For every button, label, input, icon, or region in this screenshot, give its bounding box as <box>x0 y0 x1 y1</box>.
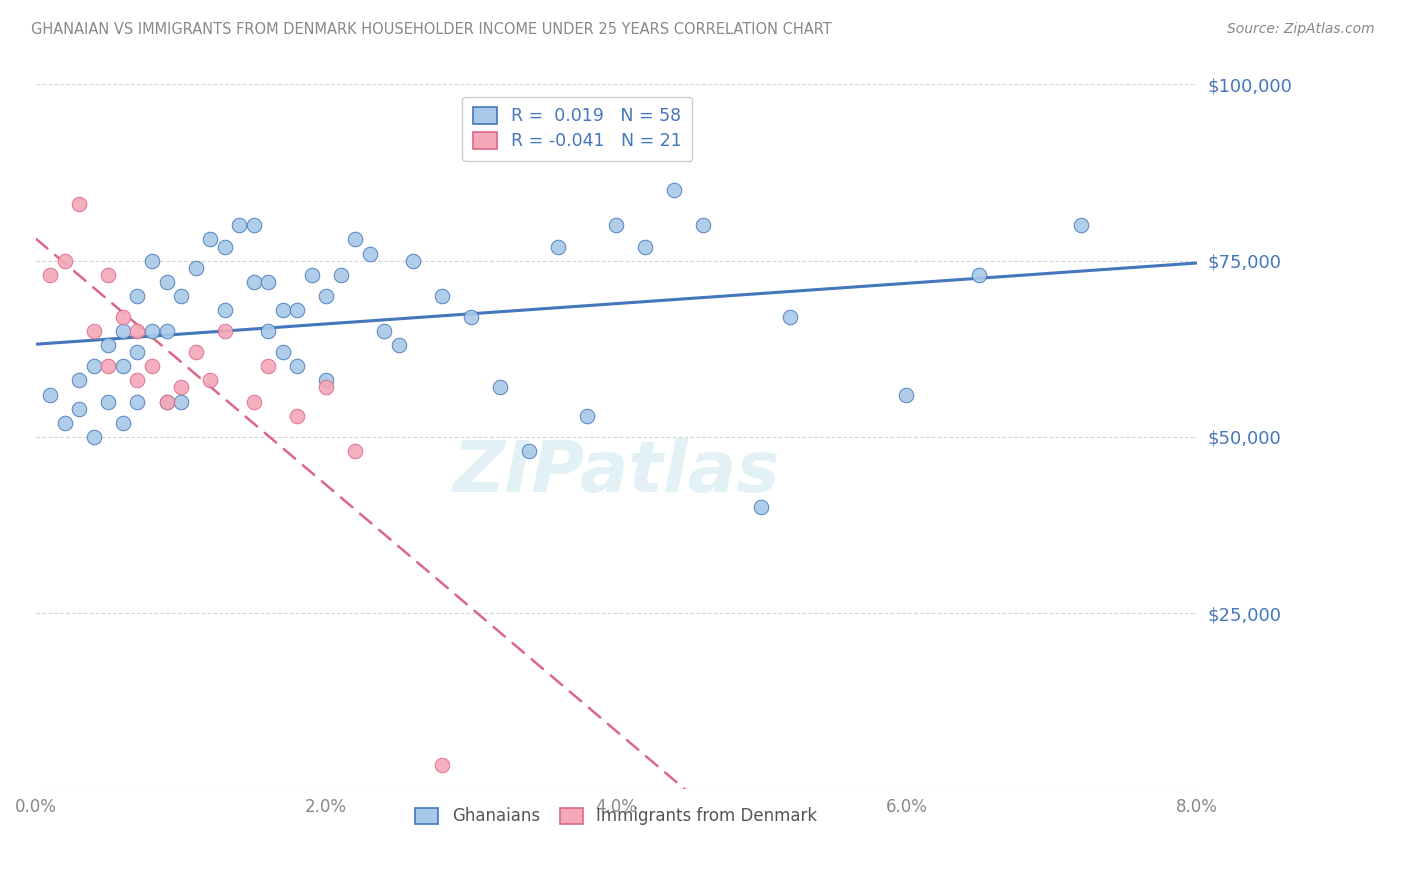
Point <box>53 416 76 430</box>
Point <box>141 359 163 374</box>
Point <box>257 324 280 338</box>
Point <box>315 380 337 394</box>
Point <box>779 310 801 324</box>
Point <box>83 359 105 374</box>
Point <box>184 345 207 359</box>
Point <box>271 345 294 359</box>
Point <box>242 219 264 233</box>
Point <box>155 275 177 289</box>
Point <box>634 239 657 253</box>
Point <box>97 394 120 409</box>
Point <box>285 302 308 317</box>
Point <box>69 197 91 211</box>
Point <box>198 374 221 388</box>
Point <box>39 268 62 282</box>
Point <box>127 345 149 359</box>
Point <box>97 359 120 374</box>
Point <box>97 268 120 282</box>
Point <box>460 310 482 324</box>
Point <box>228 219 250 233</box>
Point <box>111 324 134 338</box>
Point <box>373 324 395 338</box>
Point <box>39 387 62 401</box>
Point <box>141 253 163 268</box>
Point <box>430 757 453 772</box>
Point <box>664 183 686 197</box>
Point <box>388 338 411 352</box>
Point <box>329 268 352 282</box>
Point <box>69 374 91 388</box>
Point <box>155 394 177 409</box>
Point <box>184 260 207 275</box>
Point <box>170 289 193 303</box>
Point <box>83 430 105 444</box>
Point <box>97 338 120 352</box>
Point <box>214 239 236 253</box>
Point <box>605 219 627 233</box>
Point <box>83 324 105 338</box>
Point <box>214 302 236 317</box>
Point <box>170 394 193 409</box>
Point <box>692 219 714 233</box>
Point <box>111 310 134 324</box>
Point <box>127 324 149 338</box>
Point <box>344 232 367 246</box>
Point <box>402 253 425 268</box>
Point <box>111 416 134 430</box>
Point <box>285 409 308 423</box>
Legend: Ghanaians, Immigrants from Denmark: Ghanaians, Immigrants from Denmark <box>406 799 825 834</box>
Point <box>967 268 990 282</box>
Point <box>1070 219 1092 233</box>
Point <box>155 394 177 409</box>
Point <box>127 374 149 388</box>
Point <box>198 232 221 246</box>
Point <box>749 500 772 515</box>
Point <box>517 444 540 458</box>
Point <box>576 409 599 423</box>
Text: ZIPatlas: ZIPatlas <box>453 438 780 507</box>
Point <box>242 394 264 409</box>
Text: Source: ZipAtlas.com: Source: ZipAtlas.com <box>1227 22 1375 37</box>
Point <box>430 289 453 303</box>
Point <box>344 444 367 458</box>
Point <box>214 324 236 338</box>
Point <box>359 246 381 260</box>
Point <box>271 302 294 317</box>
Point <box>896 387 918 401</box>
Point <box>489 380 512 394</box>
Point <box>53 253 76 268</box>
Point <box>301 268 323 282</box>
Point <box>547 239 569 253</box>
Point <box>170 380 193 394</box>
Point <box>127 289 149 303</box>
Point <box>257 275 280 289</box>
Point <box>285 359 308 374</box>
Point <box>257 359 280 374</box>
Point <box>242 275 264 289</box>
Point <box>315 289 337 303</box>
Point <box>69 401 91 416</box>
Point <box>155 324 177 338</box>
Point <box>127 394 149 409</box>
Point <box>315 374 337 388</box>
Point <box>141 324 163 338</box>
Text: GHANAIAN VS IMMIGRANTS FROM DENMARK HOUSEHOLDER INCOME UNDER 25 YEARS CORRELATIO: GHANAIAN VS IMMIGRANTS FROM DENMARK HOUS… <box>31 22 832 37</box>
Point <box>111 359 134 374</box>
